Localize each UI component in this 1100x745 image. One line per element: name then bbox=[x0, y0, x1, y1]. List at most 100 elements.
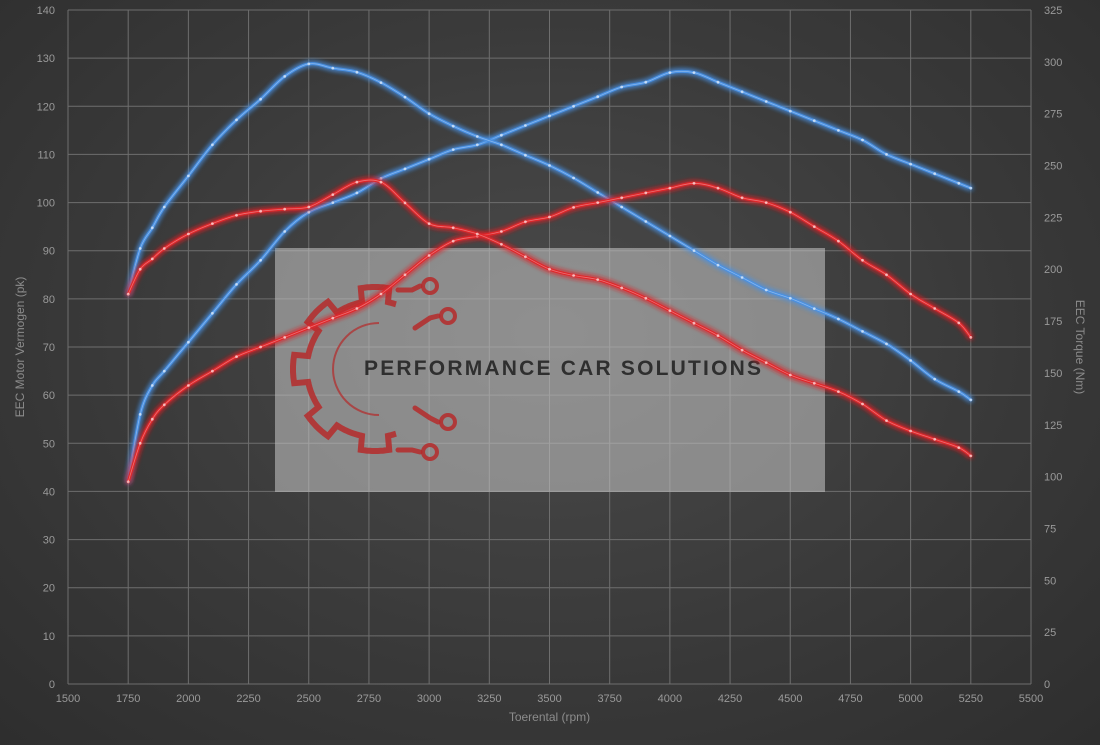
data-point-torque_stock bbox=[572, 274, 575, 277]
data-point-torque_stock bbox=[933, 437, 937, 441]
data-point-power_tuned bbox=[668, 71, 672, 74]
data-point-power_tuned bbox=[969, 186, 973, 190]
data-point-torque_tuned bbox=[138, 247, 142, 250]
data-point-torque_stock bbox=[259, 209, 262, 213]
data-point-power_stock bbox=[211, 369, 214, 373]
data-point-torque_tuned bbox=[861, 330, 864, 333]
x-axis-title: Toerental (rpm) bbox=[509, 710, 590, 724]
data-point-torque_stock bbox=[138, 267, 142, 271]
y-right-tick-label: 250 bbox=[1044, 161, 1062, 173]
data-point-power_stock bbox=[933, 307, 937, 310]
data-point-power_stock bbox=[126, 480, 130, 484]
data-point-torque_stock bbox=[475, 232, 479, 236]
data-point-torque_tuned bbox=[307, 62, 311, 66]
y-left-tick-label: 100 bbox=[37, 198, 55, 210]
data-point-torque_tuned bbox=[933, 377, 937, 381]
data-point-torque_tuned bbox=[187, 174, 190, 178]
data-point-power_tuned bbox=[138, 413, 142, 416]
data-point-power_stock bbox=[692, 181, 696, 185]
data-point-power_stock bbox=[548, 215, 551, 219]
data-point-power_tuned bbox=[475, 143, 479, 147]
data-point-torque_stock bbox=[812, 381, 816, 385]
circuit-trace bbox=[395, 447, 423, 455]
data-point-torque_stock bbox=[548, 267, 551, 271]
y-left-tick-label: 80 bbox=[43, 294, 55, 306]
data-point-power_stock bbox=[283, 336, 287, 339]
y-right-tick-label: 225 bbox=[1044, 212, 1062, 224]
data-point-torque_tuned bbox=[259, 97, 262, 101]
data-point-torque_stock bbox=[524, 255, 527, 259]
x-tick-label: 2250 bbox=[236, 693, 260, 705]
data-point-power_stock bbox=[451, 239, 455, 243]
data-point-power_tuned bbox=[500, 133, 503, 137]
data-point-power_tuned bbox=[644, 80, 648, 84]
x-tick-label: 4500 bbox=[778, 693, 802, 705]
data-point-torque_tuned bbox=[403, 95, 407, 99]
y-axis-left-title: EEC Motor Vermogen (pk) bbox=[13, 277, 27, 418]
y-left-tick-label: 130 bbox=[37, 53, 55, 65]
axis-titles: Toerental (rpm) EEC Motor Vermogen (pk) … bbox=[13, 277, 1087, 724]
x-tick-label: 2750 bbox=[357, 693, 381, 705]
y-left-tick-label: 70 bbox=[43, 342, 55, 354]
data-point-torque_stock bbox=[162, 247, 166, 250]
data-point-torque_tuned bbox=[788, 296, 792, 300]
y-left-tick-label: 10 bbox=[43, 631, 55, 643]
data-point-torque_tuned bbox=[548, 164, 551, 167]
data-point-torque_stock bbox=[861, 402, 864, 406]
data-point-power_tuned bbox=[150, 384, 154, 387]
data-point-power_stock bbox=[307, 326, 311, 330]
data-point-torque_tuned bbox=[150, 226, 154, 230]
x-tick-label: 2000 bbox=[176, 693, 200, 705]
y-left-tick-label: 30 bbox=[43, 535, 55, 547]
y-right-tick-label: 75 bbox=[1044, 523, 1056, 535]
y-left-tick-label: 0 bbox=[49, 679, 55, 691]
data-point-power_stock bbox=[187, 384, 190, 387]
data-point-power_tuned bbox=[861, 138, 864, 142]
data-point-torque_stock bbox=[620, 286, 624, 290]
x-tick-label: 1750 bbox=[116, 693, 140, 705]
y-left-tick-label: 110 bbox=[37, 149, 55, 161]
y-right-tick-label: 50 bbox=[1044, 575, 1056, 587]
data-point-torque_tuned bbox=[235, 118, 238, 122]
data-point-torque_stock bbox=[969, 454, 973, 458]
data-point-torque_tuned bbox=[716, 263, 720, 267]
data-point-power_tuned bbox=[788, 109, 792, 113]
series-line-torque_stock bbox=[126, 178, 973, 458]
data-point-power_tuned bbox=[885, 153, 888, 156]
y-right-tick-label: 300 bbox=[1044, 57, 1062, 69]
data-point-power_tuned bbox=[740, 90, 744, 94]
data-point-power_stock bbox=[403, 273, 407, 277]
data-point-power_tuned bbox=[812, 119, 816, 123]
data-point-torque_tuned bbox=[596, 191, 600, 194]
x-tick-label: 2500 bbox=[297, 693, 321, 705]
data-point-power_stock bbox=[259, 345, 262, 349]
gear-inner-arc bbox=[332, 322, 380, 416]
data-point-torque_tuned bbox=[331, 66, 335, 70]
data-point-power_stock bbox=[379, 292, 383, 296]
y-right-tick-label: 0 bbox=[1044, 679, 1050, 691]
data-point-power_stock bbox=[764, 201, 768, 205]
data-point-torque_tuned bbox=[620, 205, 624, 209]
data-point-power_tuned bbox=[572, 104, 575, 108]
data-point-power_stock bbox=[716, 186, 720, 190]
gear-circuit-logo-icon bbox=[290, 277, 457, 461]
data-point-torque_tuned bbox=[692, 249, 696, 253]
data-point-torque_tuned bbox=[668, 234, 672, 238]
data-point-power_stock bbox=[150, 417, 154, 421]
x-tick-label: 5000 bbox=[898, 693, 922, 705]
data-point-torque_stock bbox=[788, 373, 792, 377]
data-point-power_tuned bbox=[957, 181, 961, 185]
data-point-torque_tuned bbox=[475, 135, 479, 138]
data-point-power_stock bbox=[427, 254, 431, 257]
data-point-power_tuned bbox=[307, 210, 311, 214]
data-point-power_stock bbox=[235, 355, 238, 358]
data-point-power_tuned bbox=[764, 100, 768, 103]
data-point-power_tuned bbox=[596, 95, 600, 99]
data-point-power_stock bbox=[909, 292, 912, 296]
data-point-torque_stock bbox=[283, 207, 287, 211]
x-tick-label: 5250 bbox=[959, 693, 983, 705]
y-right-tick-label: 200 bbox=[1044, 264, 1062, 276]
y-right-tick-label: 275 bbox=[1044, 109, 1062, 121]
gear-outline bbox=[290, 284, 397, 454]
